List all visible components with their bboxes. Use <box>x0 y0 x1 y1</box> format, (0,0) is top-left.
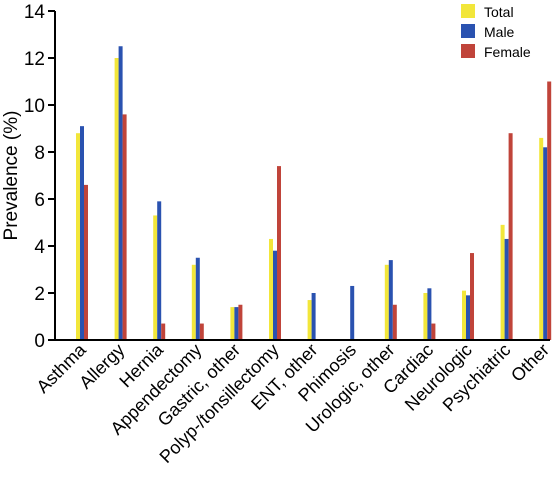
bar-total <box>191 264 196 340</box>
x-axis-tick-labels: AsthmaAllergyHerniaAppendectomyGastric, … <box>33 339 552 467</box>
bar-male <box>504 238 509 340</box>
y-tick-label: 8 <box>34 143 45 164</box>
bar-total <box>153 215 158 340</box>
legend-swatch-female <box>461 44 475 58</box>
bar-male <box>427 288 432 340</box>
bar-male <box>157 201 162 340</box>
bar-female <box>238 304 243 340</box>
y-axis-ticks: 0 2 4 6 8 10 12 14 <box>24 2 55 352</box>
legend-label: Male <box>484 24 515 40</box>
bar-male <box>80 126 84 341</box>
axes <box>54 11 550 341</box>
bar-total <box>269 238 273 340</box>
bar-male <box>350 285 355 340</box>
bar-total <box>76 133 80 340</box>
bar-female <box>122 114 127 341</box>
bar-total <box>230 307 235 340</box>
legend-swatch-total <box>461 4 475 18</box>
legend-label: Female <box>484 44 531 60</box>
bar-female <box>392 304 397 340</box>
bar-total <box>114 58 119 340</box>
y-axis-label: Prevalence (%) <box>1 111 22 241</box>
bar-male <box>195 257 200 340</box>
y-tick-label: 10 <box>24 96 45 117</box>
legend-label: Total <box>484 4 514 20</box>
bar-total <box>539 137 544 340</box>
bar-male <box>388 260 393 340</box>
bar-female <box>431 323 436 340</box>
bar-total <box>307 300 312 340</box>
bar-total <box>423 293 428 340</box>
bar-female <box>508 133 513 340</box>
bar-male <box>234 307 239 340</box>
bar-male <box>466 295 470 340</box>
y-tick-label: 2 <box>34 284 45 305</box>
y-tick-label: 14 <box>24 2 46 23</box>
bar-total <box>462 290 466 340</box>
bars <box>76 46 552 341</box>
y-tick-label: 12 <box>24 49 45 70</box>
bar-male <box>543 147 548 340</box>
bar-male <box>311 293 316 340</box>
legend: Total Male Female <box>461 4 531 60</box>
bar-female <box>84 184 88 340</box>
y-tick-label: 6 <box>34 190 45 211</box>
bar-male <box>118 46 123 340</box>
legend-swatch-male <box>461 24 475 38</box>
bar-total <box>500 224 505 340</box>
bar-female <box>199 323 204 340</box>
bar-male <box>273 250 277 340</box>
bar-female <box>161 323 166 340</box>
bar-female <box>470 253 474 340</box>
bar-total <box>384 264 389 340</box>
y-tick-label: 4 <box>34 237 45 258</box>
bar-female <box>547 81 552 340</box>
bar-female <box>277 166 281 340</box>
x-tick-label: Other <box>507 340 552 386</box>
y-tick-label: 0 <box>34 331 45 352</box>
